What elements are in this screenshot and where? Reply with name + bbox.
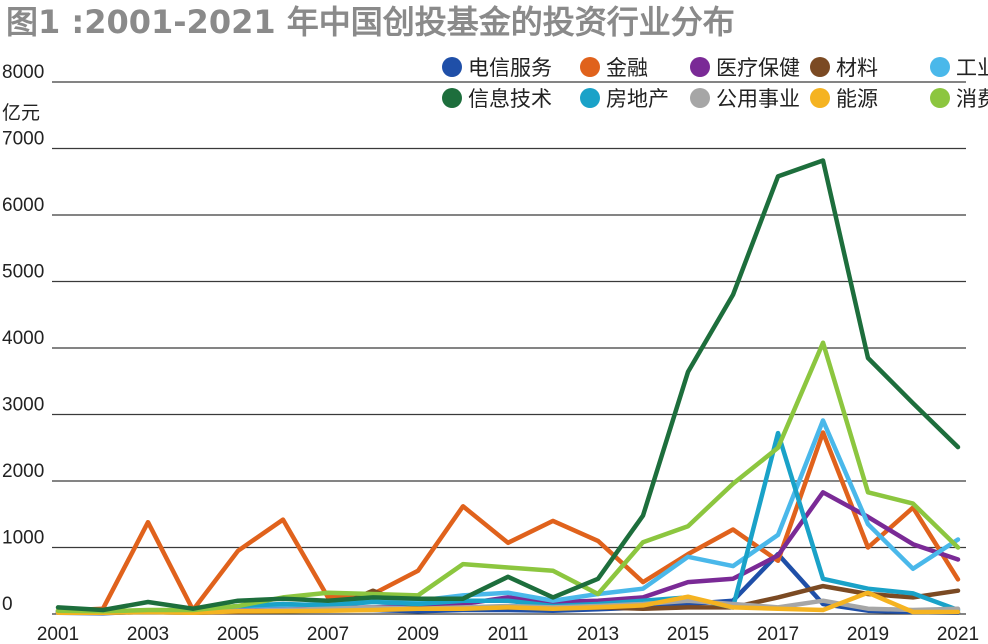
x-tick-label: 2007 [307,624,349,644]
x-tick-label: 2011 [488,624,529,644]
legend-item: 电信服务 [442,56,552,80]
legend-marker [580,88,600,108]
series-line-9 [55,590,961,615]
legend-label: 材料 [836,56,878,80]
legend-marker [442,88,462,108]
legend-item: 信息技术 [442,87,552,111]
legend-label: 金融 [606,56,648,80]
y-tick-label: 8000 [2,62,44,83]
legend-item: 消费 [930,87,988,111]
y-axis-unit-label: 亿元 [2,102,40,124]
x-axis: 2001 2003 2005 2007 2009 2011 2013 2015 2017 2019… [37,624,979,644]
x-tick-label: 2005 [217,624,259,644]
legend-marker [930,57,950,77]
x-tick-label: 2013 [577,624,619,644]
legend-label: 能源 [836,87,878,111]
legend-label: 医疗保健 [716,56,800,80]
legend-label: 房地产 [606,87,669,111]
legend-marker [690,57,710,77]
y-tick-label: 2000 [2,461,44,482]
gridlines [52,81,966,615]
x-tick-label: 2017 [757,624,799,644]
y-tick-label: 4000 [2,328,44,349]
chart-title: 图1 :2001-2021 年中国创投基金的投资行业分布 [6,3,735,41]
legend-item: 能源 [810,87,878,111]
series-lines [55,158,961,616]
legend-item: 公用事业 [690,87,800,111]
legend-marker [810,88,830,108]
series-line-10 [55,340,961,614]
y-axis: 0 1000 2000 3000 4000 5000 6000 7000 8000 亿元 [2,62,44,615]
y-tick-label: 6000 [2,195,44,216]
legend-label: 信息技术 [468,87,552,111]
legend-item: 金融 [580,56,648,80]
legend-marker [810,57,830,77]
series-line-5 [55,418,961,615]
x-tick-label: 2019 [847,624,889,644]
y-tick-label: 0 [2,594,13,615]
y-tick-label: 7000 [2,129,44,150]
x-tick-label: 2021 [937,624,979,644]
legend-label: 消费 [956,87,988,111]
legend-marker [690,88,710,108]
legend-item: 材料 [810,56,878,80]
legend-marker [442,57,462,77]
legend-item: 工业 [930,56,988,80]
series-line-6 [55,158,961,613]
y-tick-label: 3000 [2,395,44,416]
x-tick-label: 2015 [667,624,709,644]
legend-label: 工业 [956,56,988,80]
x-tick-label: 2009 [397,624,439,644]
series-line-2 [55,430,961,613]
x-tick-label: 2003 [127,624,169,644]
y-tick-label: 5000 [2,262,44,283]
legend-label: 电信服务 [468,56,552,80]
legend-item: 房地产 [580,87,669,111]
y-tick-label: 1000 [2,528,44,549]
legend-marker [930,88,950,108]
legend-label: 公用事业 [716,87,800,111]
x-tick-label: 2001 [37,624,79,644]
legend-item: 医疗保健 [690,56,800,80]
legend-marker [580,57,600,77]
